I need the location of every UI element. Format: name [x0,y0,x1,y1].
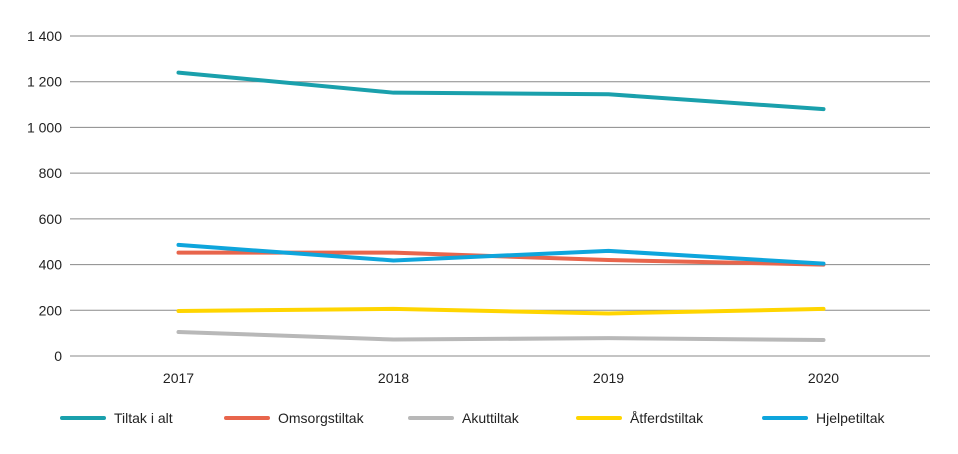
y-tick-label: 1 200 [27,74,62,90]
legend-label: Akuttiltak [462,410,520,426]
series-line-3 [176,306,826,316]
series-line-4 [176,242,826,266]
y-tick-label: 600 [39,211,63,227]
x-tick-label: 2018 [378,370,409,386]
y-tick-label: 0 [54,348,62,364]
legend-label: Åtferdstiltak [630,410,704,426]
legend-label: Tiltak i alt [114,410,173,426]
x-tick-label: 2019 [593,370,624,386]
series-line-0 [176,70,826,112]
y-tick-label: 400 [39,257,63,273]
series-line-2 [176,330,826,342]
y-tick-label: 1 000 [27,119,62,135]
y-tick-label: 200 [39,302,63,318]
y-tick-label: 1 400 [27,28,62,44]
x-tick-label: 2020 [808,370,839,386]
x-tick-label: 2017 [163,370,194,386]
legend-label: Hjelpetiltak [816,410,885,426]
legend-label: Omsorgstiltak [278,410,365,426]
y-tick-label: 800 [39,165,63,181]
